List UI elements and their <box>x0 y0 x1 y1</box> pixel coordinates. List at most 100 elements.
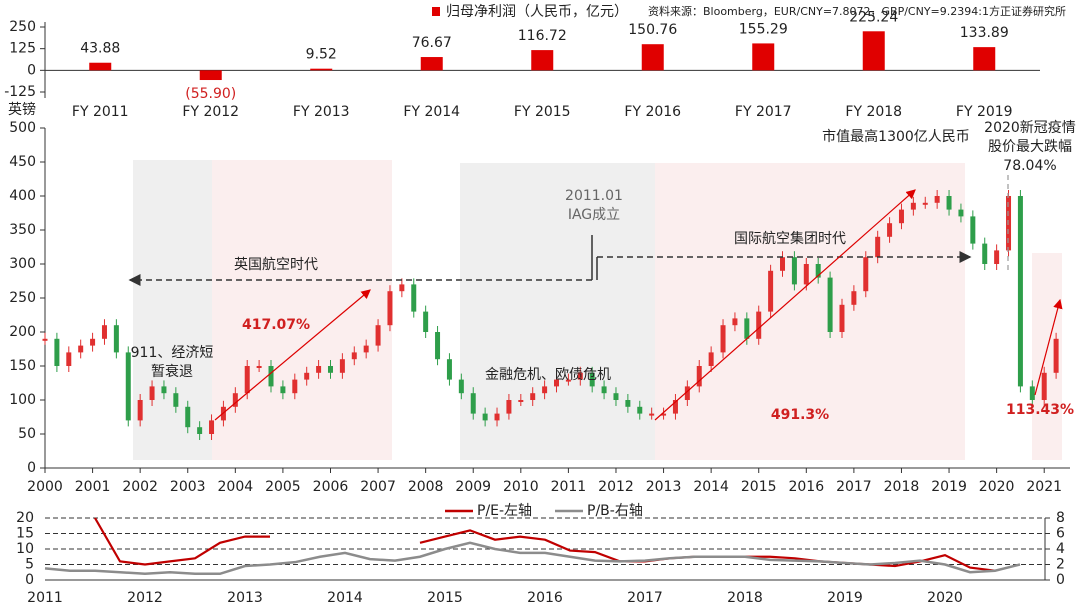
annotation: 市值最高1300亿人民币 <box>822 128 970 145</box>
candle <box>898 209 904 224</box>
candle <box>435 332 441 360</box>
value-label: 155.29 <box>739 21 788 37</box>
bar <box>310 68 333 71</box>
candle <box>577 372 583 380</box>
candle <box>244 366 250 394</box>
candle <box>423 311 429 332</box>
x-tick-label: 2015 <box>427 590 463 606</box>
candle <box>125 352 131 421</box>
annotation: 股价最大跌幅 <box>988 139 1072 155</box>
y-tick-label: 500 <box>9 120 36 136</box>
x-tick-label: FY 2016 <box>624 104 681 120</box>
candle <box>744 318 750 339</box>
x-tick-label: 2016 <box>527 590 563 606</box>
x-tick-label: FY 2011 <box>72 104 129 120</box>
x-tick-label: 2017 <box>627 590 663 606</box>
candle <box>565 379 571 382</box>
candle <box>1029 386 1035 400</box>
candle <box>268 366 274 387</box>
candle <box>482 413 488 421</box>
y-tick-label: 250 <box>9 19 36 35</box>
candle <box>601 386 607 394</box>
arrow <box>654 189 916 421</box>
x-tick-label: 2016 <box>788 479 824 495</box>
x-tick-label: 2013 <box>227 590 263 606</box>
bar <box>89 62 112 71</box>
x-tick-label: 2019 <box>827 590 863 606</box>
candle <box>54 338 60 366</box>
legend-label: P/B-右轴 <box>587 503 643 519</box>
annotation: 417.07% <box>242 317 310 333</box>
candle <box>851 291 857 305</box>
candle <box>327 366 333 373</box>
candle <box>946 196 952 210</box>
x-tick-label: 2005 <box>265 479 301 495</box>
y-tick-label: 300 <box>9 256 36 272</box>
candle <box>209 420 215 434</box>
candle <box>672 400 678 414</box>
candle <box>994 250 1000 264</box>
candle <box>625 400 631 407</box>
candle <box>494 413 500 421</box>
y-tick-label: 15 <box>16 526 34 542</box>
annotation: 911、经济短 <box>131 345 214 361</box>
y2-tick-label: 8 <box>1056 510 1065 526</box>
x-tick-label: 2000 <box>27 479 63 495</box>
candle <box>875 236 881 258</box>
candle <box>637 406 643 414</box>
bar <box>420 57 443 71</box>
candle <box>304 372 310 380</box>
candle <box>185 406 191 428</box>
candle <box>42 338 48 341</box>
x-tick-label: 2019 <box>931 479 967 495</box>
shade <box>460 163 655 460</box>
x-tick-label: FY 2019 <box>956 104 1013 120</box>
x-tick-label: 2017 <box>836 479 872 495</box>
annotation: 英国航空时代 <box>234 256 318 273</box>
value-label: 133.89 <box>960 25 1009 41</box>
bar <box>973 47 996 71</box>
x-tick-label: 2012 <box>127 590 163 606</box>
x-tick-label: 2008 <box>408 479 444 495</box>
series-line <box>44 541 1021 576</box>
value-label: 150.76 <box>628 22 677 38</box>
candle <box>411 284 417 312</box>
x-tick-label: 2011 <box>27 590 63 606</box>
shade <box>212 160 392 460</box>
annotation: 491.3% <box>771 407 829 423</box>
legend: 归母净利润（人民币，亿元） <box>446 3 628 20</box>
value-label: 76.67 <box>412 35 452 51</box>
x-tick-label: 2001 <box>75 479 111 495</box>
y2-tick-label: 6 <box>1056 526 1065 542</box>
candle <box>554 379 559 387</box>
x-tick-label: 2015 <box>741 479 777 495</box>
y-tick-label: 0 <box>25 572 34 588</box>
source: 资料来源：Bloomberg，EUR/CNY=7.8072，GBP/CNY=9.… <box>648 4 1066 18</box>
candle <box>518 400 524 402</box>
y-tick-label: 20 <box>16 510 34 526</box>
y-label: 英镑 <box>8 101 36 118</box>
bar <box>752 43 775 71</box>
legend-swatch <box>432 7 440 16</box>
x-tick-label: 2014 <box>693 479 729 495</box>
x-tick-label: FY 2012 <box>182 104 239 120</box>
candle <box>815 264 821 278</box>
x-tick-label: FY 2018 <box>845 104 902 120</box>
y-tick-label: 0 <box>27 62 36 78</box>
x-tick-label: FY 2017 <box>735 104 792 120</box>
x-tick-label: 2010 <box>503 479 539 495</box>
candle <box>280 386 286 394</box>
candle <box>780 257 786 271</box>
y2-tick-label: 0 <box>1056 572 1065 588</box>
candle <box>661 413 667 416</box>
x-tick-label: FY 2013 <box>293 104 350 120</box>
bar <box>641 44 664 71</box>
bar <box>531 50 554 71</box>
candle <box>90 338 96 346</box>
y-tick-label: -125 <box>4 84 36 100</box>
candle <box>970 216 976 244</box>
y-tick-label: 150 <box>9 358 36 374</box>
x-tick-label: FY 2015 <box>514 104 571 120</box>
candle <box>78 345 84 353</box>
